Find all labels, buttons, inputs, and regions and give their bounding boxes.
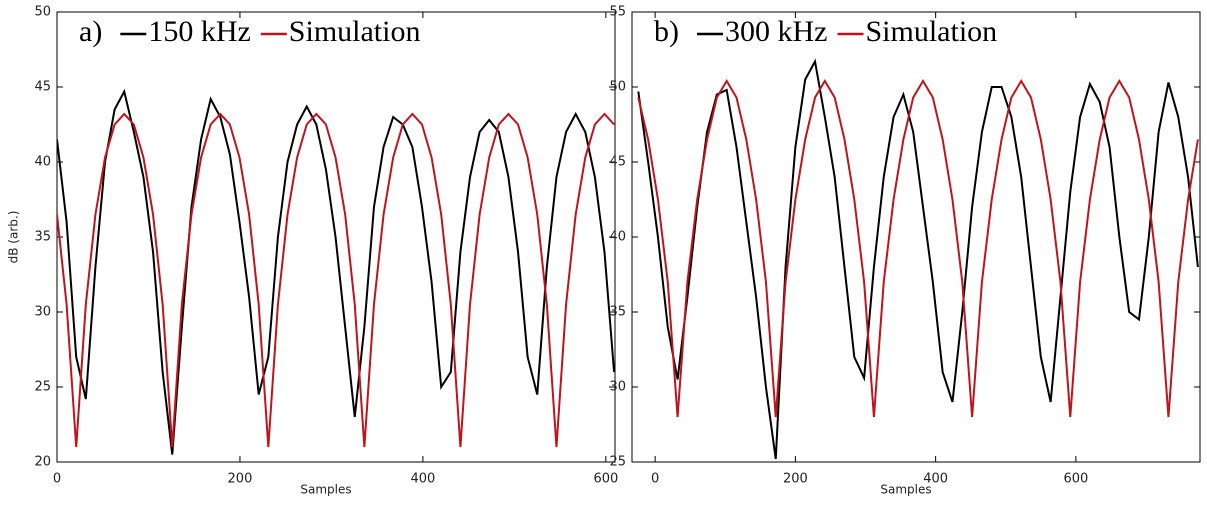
x-axis-label: Samples bbox=[300, 483, 351, 497]
y-tick-label: 30 bbox=[34, 305, 51, 320]
data-line bbox=[57, 88, 615, 455]
y-axis-label: dB (arb.) bbox=[7, 211, 21, 264]
x-tick-label: 200 bbox=[228, 472, 253, 487]
y-tick-label: 30 bbox=[609, 380, 626, 395]
y-tick-label: 50 bbox=[34, 5, 51, 20]
x-tick-label: 200 bbox=[783, 472, 808, 487]
x-axis-label: Samples bbox=[880, 483, 931, 497]
legend-label: Simulation bbox=[289, 15, 421, 48]
data-line bbox=[57, 112, 615, 448]
y-tick-label: 25 bbox=[609, 455, 626, 470]
data-line bbox=[637, 79, 1199, 418]
panel-label: a) bbox=[79, 15, 102, 48]
legend-label: Simulation bbox=[865, 15, 997, 48]
x-tick-label: 400 bbox=[410, 472, 435, 487]
x-tick-label: 600 bbox=[593, 472, 618, 487]
y-tick-label: 40 bbox=[34, 155, 51, 170]
legend-label: 300 kHz bbox=[725, 15, 827, 48]
panel-label: b) bbox=[654, 15, 679, 48]
y-tick-label: 35 bbox=[34, 230, 51, 245]
y-tick-label: 45 bbox=[609, 155, 626, 170]
x-tick-label: 0 bbox=[53, 472, 61, 487]
x-tick-label: 400 bbox=[923, 472, 948, 487]
y-tick-label: 35 bbox=[609, 305, 626, 320]
y-tick-label: 20 bbox=[34, 455, 51, 470]
y-tick-label: 25 bbox=[34, 380, 51, 395]
data-line bbox=[637, 58, 1199, 460]
y-tick-label: 50 bbox=[609, 80, 626, 95]
legend-label: 150 kHz bbox=[148, 15, 250, 48]
x-tick-label: 600 bbox=[1063, 472, 1088, 487]
y-tick-label: 55 bbox=[609, 5, 626, 20]
y-tick-label: 40 bbox=[609, 230, 626, 245]
x-tick-label: 0 bbox=[651, 472, 659, 487]
plot-frame bbox=[631, 11, 1201, 463]
y-tick-label: 45 bbox=[34, 80, 51, 95]
